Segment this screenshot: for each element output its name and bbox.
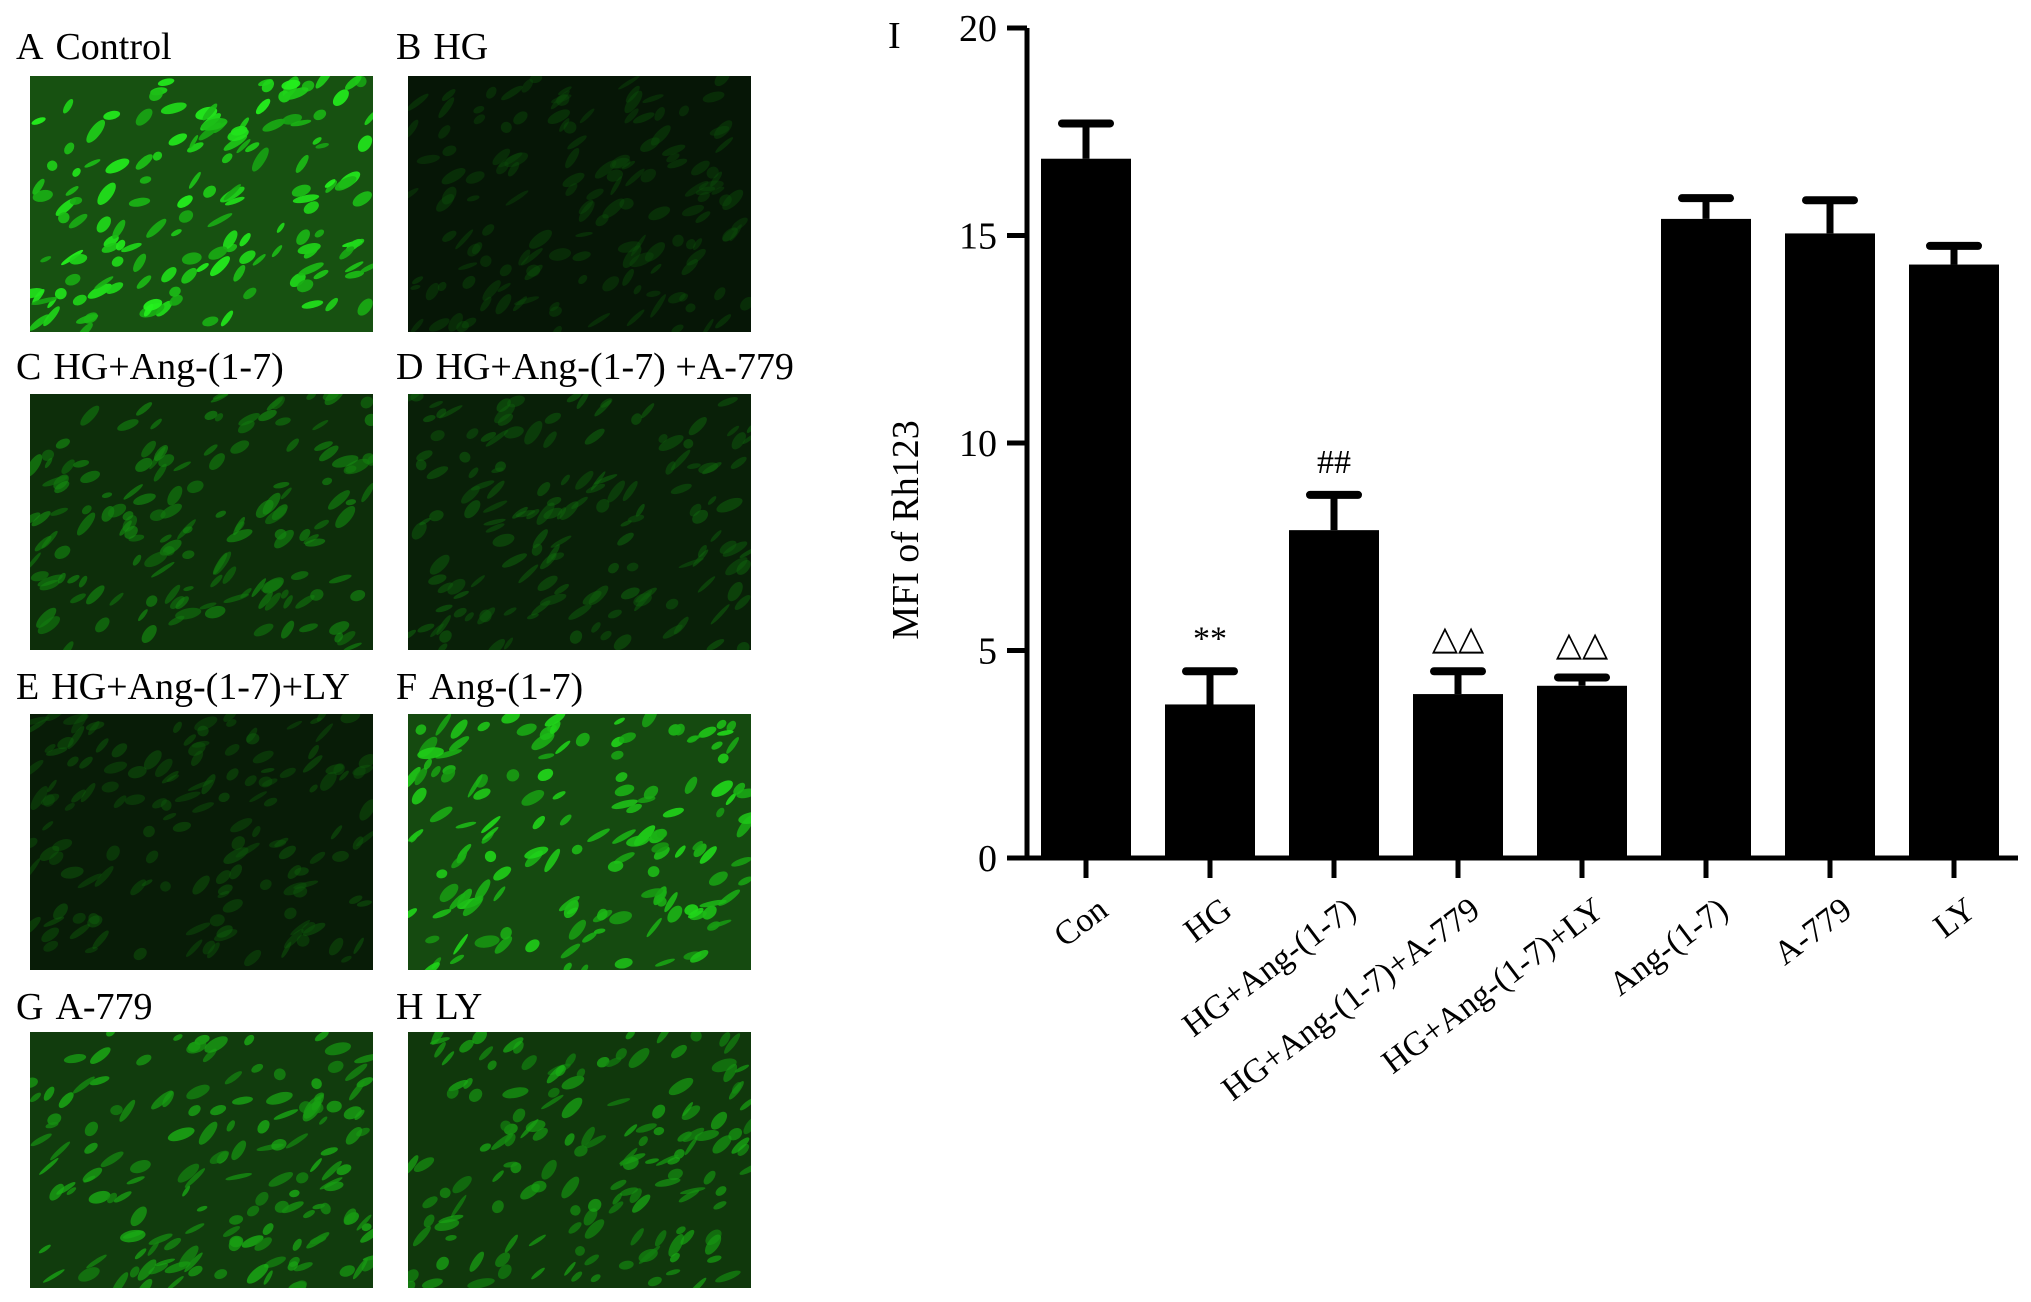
panel-label-b: B HG [396, 28, 488, 66]
panel-label-e: E HG+Ang-(1-7)+LY [16, 668, 350, 706]
x-tick-label-0: Con [1047, 891, 1115, 955]
micrograph-image-c [30, 394, 373, 650]
micrograph-image-b [408, 76, 751, 332]
panel-label-g: G A-779 [16, 988, 153, 1026]
y-tick-label-0: 0 [978, 838, 997, 880]
bar-6 [1785, 233, 1875, 859]
y-axis-title: MFI of Rh123 [885, 420, 927, 640]
bar-3 [1413, 694, 1503, 858]
micrograph-image-g [30, 1032, 373, 1288]
panel-label-f: F Ang-(1-7) [396, 668, 583, 706]
panel-title: A-779 [55, 986, 153, 1028]
panel-title: LY [435, 986, 483, 1028]
bar-1 [1165, 704, 1255, 858]
panel-title: HG+Ang-(1-7) [53, 346, 284, 388]
micrograph-image-h [408, 1032, 751, 1288]
significance-mark-1: ** [1193, 620, 1227, 657]
bar-4 [1537, 685, 1627, 858]
panel-letter: B [396, 26, 422, 68]
bar-0 [1041, 158, 1131, 859]
panel-letter: H [396, 986, 424, 1028]
micrograph-image-f [408, 714, 751, 970]
micrograph-image-a [30, 76, 373, 332]
bar-5 [1661, 218, 1751, 858]
panel-letter: F [396, 666, 418, 708]
x-tick-label-6: A-779 [1767, 891, 1859, 973]
panel-label-c: C HG+Ang-(1-7) [16, 348, 284, 386]
panel-title: Control [55, 26, 172, 68]
y-tick-label-2: 10 [959, 423, 997, 465]
panel-letter: E [16, 666, 40, 708]
y-tick-label-1: 5 [978, 631, 997, 673]
significance-mark-3: △△ [1432, 620, 1485, 657]
x-tick-label-1: HG [1177, 891, 1238, 950]
chart-panel-letter: I [888, 15, 901, 57]
significance-mark-2: ## [1317, 444, 1351, 481]
x-tick-label-7: LY [1927, 891, 1983, 946]
y-tick-label-3: 15 [959, 216, 997, 258]
y-tick-label-4: 20 [959, 8, 997, 50]
bar-2 [1289, 530, 1379, 858]
panel-letter: A [16, 26, 44, 68]
micrograph-image-d [408, 394, 751, 650]
panel-letter: D [396, 346, 424, 388]
panel-title: HG+Ang-(1-7)+LY [51, 666, 350, 708]
panel-letter: G [16, 986, 44, 1028]
micrograph-image-e [30, 714, 373, 970]
panel-title: HG+Ang-(1-7) +A-779 [435, 346, 794, 388]
panel-letter: C [16, 346, 42, 388]
panel-label-d: D HG+Ang-(1-7) +A-779 [396, 348, 794, 386]
panel-label-h: H LY [396, 988, 482, 1026]
panel-label-a: A Control [16, 28, 172, 66]
bar-7 [1909, 264, 1999, 858]
significance-mark-4: △△ [1556, 626, 1609, 663]
panel-title: HG [433, 26, 489, 68]
x-tick-label-5: Ang-(1-7) [1602, 891, 1734, 1004]
panel-title: Ang-(1-7) [429, 666, 584, 708]
x-tick-label-4: HG+Ang-(1-7)+LY [1375, 891, 1611, 1081]
